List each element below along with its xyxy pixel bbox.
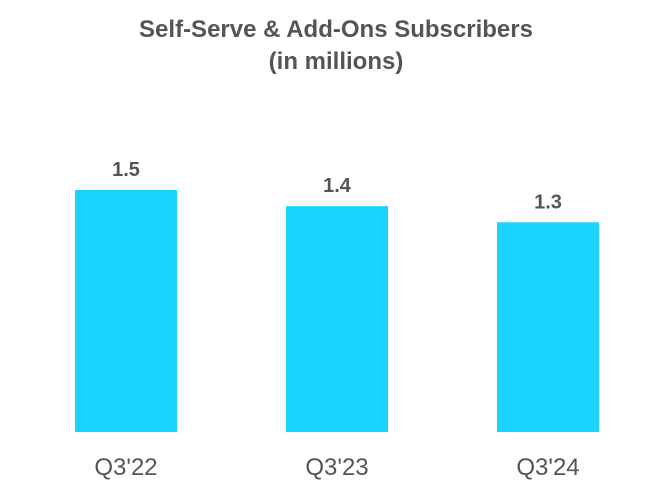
x-tick-label: Q3'22 — [94, 454, 157, 480]
data-label-Q3'24: 1.3 — [534, 191, 562, 213]
bar-Q3'22 — [75, 190, 177, 432]
chart-title: Self-Serve & Add-Ons Subscribers (in mil… — [0, 14, 672, 78]
x-tick-label: Q3'23 — [305, 454, 368, 480]
data-label-Q3'23: 1.4 — [323, 175, 352, 197]
chart-title-line: Self-Serve & Add-Ons Subscribers — [139, 16, 533, 43]
bar-Q3'24 — [497, 222, 599, 432]
chart-subtitle: (in millions) — [268, 48, 404, 75]
bar-Q3'23 — [286, 206, 388, 432]
x-tick-label: Q3'24 — [516, 454, 579, 480]
data-label-Q3'22: 1.5 — [112, 159, 140, 181]
